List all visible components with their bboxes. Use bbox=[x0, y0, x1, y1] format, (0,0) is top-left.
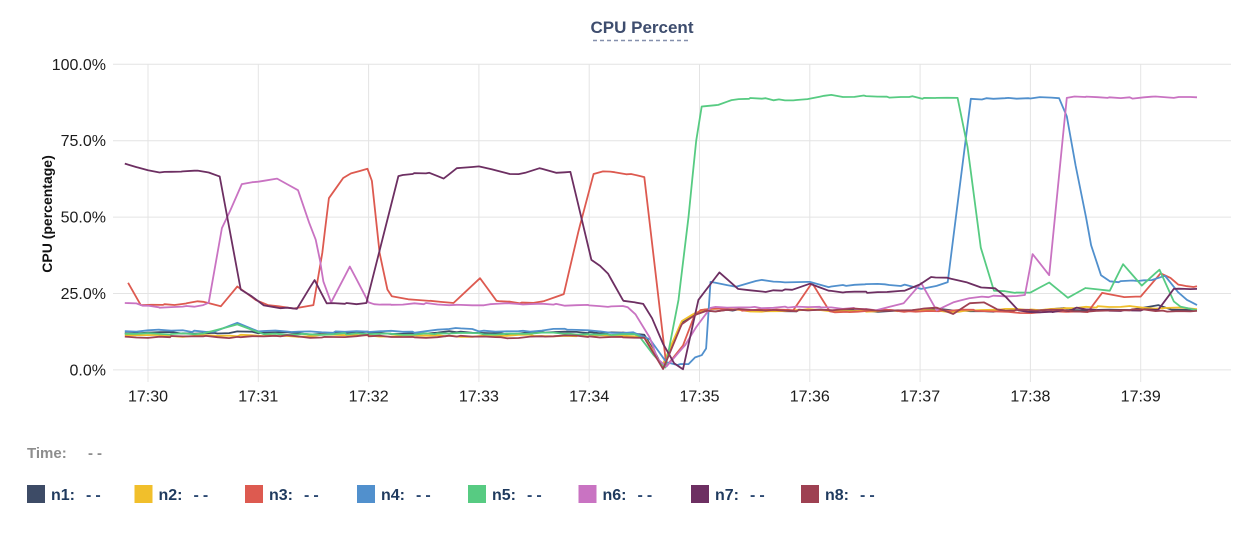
svg-text:17:30: 17:30 bbox=[128, 389, 168, 406]
svg-text:--: -- bbox=[86, 487, 105, 504]
svg-text:75.0%: 75.0% bbox=[61, 133, 106, 150]
svg-text:n1:: n1: bbox=[51, 487, 75, 504]
svg-text:n6:: n6: bbox=[603, 487, 627, 504]
svg-text:100.0%: 100.0% bbox=[52, 57, 106, 74]
svg-text:n5:: n5: bbox=[492, 487, 516, 504]
svg-text:17:34: 17:34 bbox=[569, 389, 609, 406]
svg-text:17:37: 17:37 bbox=[900, 389, 940, 406]
svg-text:--: -- bbox=[638, 487, 657, 504]
svg-text:17:39: 17:39 bbox=[1121, 389, 1161, 406]
svg-text:n4:: n4: bbox=[381, 487, 405, 504]
svg-text:--: -- bbox=[860, 487, 879, 504]
svg-text:n3:: n3: bbox=[269, 487, 293, 504]
svg-text:--: -- bbox=[416, 487, 435, 504]
svg-text:17:31: 17:31 bbox=[238, 389, 278, 406]
svg-text:n8:: n8: bbox=[825, 487, 849, 504]
svg-text:--: -- bbox=[304, 487, 323, 504]
svg-text:--: -- bbox=[88, 445, 106, 462]
svg-text:17:38: 17:38 bbox=[1010, 389, 1050, 406]
svg-text:n7:: n7: bbox=[715, 487, 739, 504]
svg-text:17:33: 17:33 bbox=[459, 389, 499, 406]
svg-text:17:36: 17:36 bbox=[790, 389, 830, 406]
svg-text:17:32: 17:32 bbox=[349, 389, 389, 406]
svg-text:CPU (percentage): CPU (percentage) bbox=[39, 155, 55, 272]
svg-text:Time:: Time: bbox=[27, 445, 67, 462]
svg-text:n2:: n2: bbox=[159, 487, 183, 504]
svg-text:--: -- bbox=[194, 487, 213, 504]
svg-text:--: -- bbox=[750, 487, 769, 504]
svg-text:--: -- bbox=[527, 487, 546, 504]
svg-text:CPU Percent: CPU Percent bbox=[591, 18, 694, 37]
svg-text:0.0%: 0.0% bbox=[70, 362, 106, 379]
svg-text:50.0%: 50.0% bbox=[61, 210, 106, 227]
svg-text:25.0%: 25.0% bbox=[61, 286, 106, 303]
svg-text:17:35: 17:35 bbox=[679, 389, 719, 406]
